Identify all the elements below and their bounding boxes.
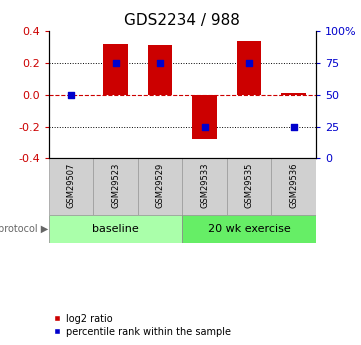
Bar bbox=[192, 95, 217, 139]
Text: protocol ▶: protocol ▶ bbox=[0, 224, 49, 234]
Text: GSM29523: GSM29523 bbox=[111, 163, 120, 208]
Text: GSM29536: GSM29536 bbox=[289, 163, 298, 208]
Bar bbox=[93, 158, 138, 215]
Text: GSM29533: GSM29533 bbox=[200, 163, 209, 208]
Point bbox=[202, 124, 208, 129]
Text: GSM29535: GSM29535 bbox=[245, 163, 253, 208]
Bar bbox=[103, 44, 128, 95]
Bar bbox=[138, 158, 182, 215]
Text: GSM29507: GSM29507 bbox=[66, 163, 75, 208]
Text: 20 wk exercise: 20 wk exercise bbox=[208, 224, 291, 234]
Bar bbox=[148, 46, 172, 95]
Bar bbox=[281, 93, 306, 95]
Text: GSM29529: GSM29529 bbox=[156, 163, 165, 208]
Bar bbox=[49, 215, 182, 243]
Bar bbox=[182, 215, 316, 243]
Point bbox=[291, 124, 296, 129]
Bar bbox=[271, 158, 316, 215]
Point bbox=[68, 92, 74, 97]
Bar bbox=[49, 158, 93, 215]
Legend: log2 ratio, percentile rank within the sample: log2 ratio, percentile rank within the s… bbox=[53, 314, 231, 337]
Point bbox=[157, 60, 163, 66]
Title: GDS2234 / 988: GDS2234 / 988 bbox=[125, 13, 240, 29]
Point bbox=[246, 60, 252, 66]
Bar bbox=[237, 41, 261, 95]
Bar bbox=[227, 158, 271, 215]
Bar bbox=[182, 158, 227, 215]
Text: baseline: baseline bbox=[92, 224, 139, 234]
Point bbox=[113, 60, 118, 66]
